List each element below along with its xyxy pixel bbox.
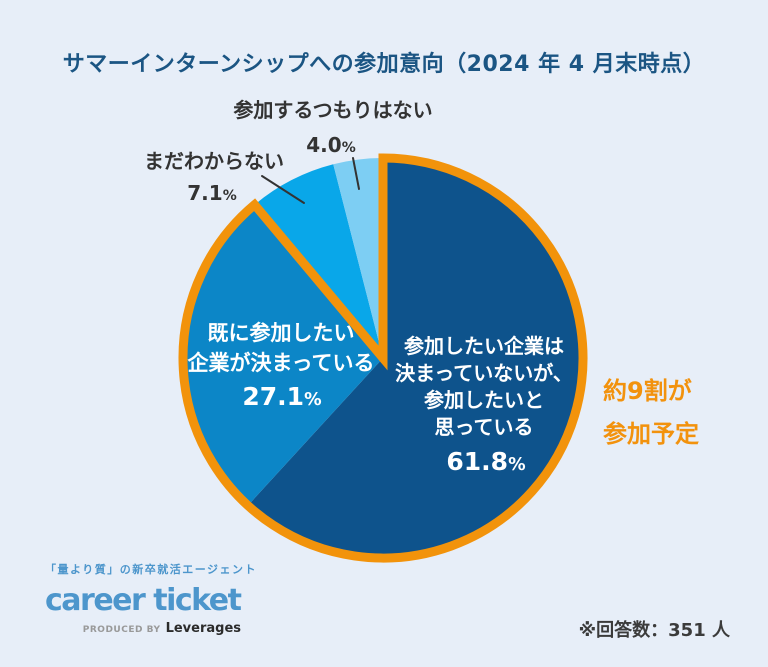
logo-brand-wordmark: career ticket — [45, 583, 242, 618]
label-still-unsure: まだわからない — [144, 149, 284, 173]
group-outline-participating — [178, 153, 588, 563]
pie-slice-company-already-decided — [182, 204, 383, 506]
pie-slice-want-to-join-undecided-company — [247, 158, 583, 558]
pct-no-intention: 4.0% — [306, 133, 356, 157]
pct-want-to-join-undecided-company: 61.8% — [446, 447, 526, 476]
leader-line-no-intention — [352, 157, 360, 190]
label-no-intention: 参加するつもりはない — [233, 98, 433, 122]
logo-tagline: 「量より質」の新卒就活エージェント — [45, 563, 258, 576]
pie-slice-no-intention — [333, 157, 383, 358]
pct-still-unsure: 7.1% — [187, 181, 237, 205]
produced-by-label: PRODUCED BY — [82, 625, 161, 635]
respondent-count-note: ※回答数：351 人 — [578, 620, 730, 641]
label-company-already-decided: 既に参加したい 企業が決まっている — [187, 321, 375, 375]
leverages-wordmark: Leverages — [165, 621, 241, 636]
career-ticket-logo: 「量より質」の新卒就活エージェント career ticket PRODUCED… — [45, 563, 258, 638]
pie-slice-still-unsure — [254, 164, 383, 358]
logo-produced-by-row: PRODUCED BY Leverages — [45, 619, 241, 638]
annotation-90-percent-participating: 約9割が 参加予定 — [603, 377, 699, 448]
label-want-to-join-undecided-company: 参加したい企業は 決まっていないが、 参加したいと 思っている — [395, 334, 573, 439]
pct-company-already-decided: 27.1% — [242, 382, 322, 411]
chart-title: サマーインターンシップへの参加意向（2024 年 4 月末時点） — [62, 52, 706, 77]
leader-line-still-unsure — [261, 175, 305, 204]
